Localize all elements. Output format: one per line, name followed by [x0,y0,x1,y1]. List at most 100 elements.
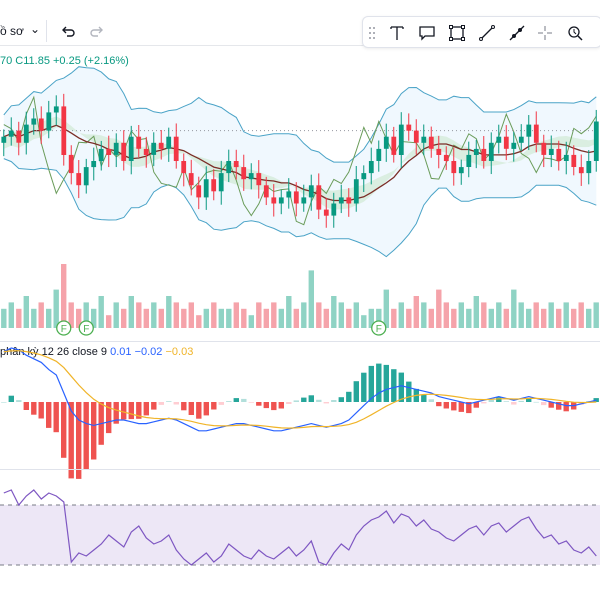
pane-divider[interactable] [0,341,600,342]
pane-divider[interactable] [0,469,600,470]
candle-body [308,185,314,198]
volume-bar [233,302,239,328]
volume-bar [196,315,202,328]
macd-histogram-bar [91,402,97,460]
rsi-line [3,489,597,566]
volume-bar [16,308,22,328]
candle-body [113,142,119,155]
price-pane [0,66,600,258]
volume-bar [53,289,59,328]
macd-histogram-bar [16,400,22,402]
volume-bar [361,315,367,328]
candle-body [158,142,164,149]
macd-histogram-bar [23,402,29,410]
macd-histogram-bar [353,381,359,402]
drag-handle[interactable] [365,21,379,45]
macd-histogram-bar [398,372,404,402]
chevron-down-icon[interactable]: ⌄ [30,22,41,36]
candle-body [8,130,14,137]
candle-body [383,136,389,149]
volume-bar [248,315,254,328]
ray-tool-button[interactable] [505,21,529,45]
macd-histogram-bar [473,402,479,408]
volume-bar [263,308,269,328]
candle-body [331,203,337,216]
candle-body [316,185,322,210]
volume-bar [331,296,337,328]
undo-button[interactable] [57,20,79,42]
volume-bar [166,296,172,328]
candle-body [548,148,554,155]
macd-histogram-bar [256,402,262,406]
moving-average-line [3,124,597,202]
rectangle-tool-button[interactable] [445,21,469,45]
crosshair-tool-button[interactable] [533,21,557,45]
bollinger-upper-line [3,66,597,163]
volume-bar [556,308,562,328]
candle-body [488,142,494,161]
macd-histogram-bar [421,394,427,402]
macd-histogram-bar [338,397,344,402]
candle-body [518,136,524,143]
macd-histogram-bar [188,402,194,415]
redo-button[interactable] [86,20,108,42]
rsi-band [0,505,600,565]
candle-body [106,148,112,155]
text-tool-icon [390,26,404,40]
volume-bar [548,302,554,328]
macd-histogram-bar [1,402,7,403]
volume-bar [136,302,142,328]
candle-body [233,161,239,168]
dividend-badge-label: F [83,324,89,335]
macd-histogram-bar [173,402,179,405]
macd-histogram-bar [406,381,412,402]
volume-bar [128,296,134,328]
top-toolbar: ồ sơ ⌄ [0,0,600,48]
dividend-badge-label: F [61,324,67,335]
candle-body [473,148,479,155]
volume-bar [23,296,29,328]
macd-histogram-bar [211,402,217,410]
candle-body [278,197,284,204]
macd-histogram-bar [428,399,434,402]
volume-bar [518,302,524,328]
candle-body [46,112,52,131]
volume-bar [436,289,442,328]
macd-histogram-bar [361,372,367,402]
callout-tool-button[interactable] [415,21,439,45]
dividend-badge[interactable]: F [371,320,387,336]
macd-histogram-bar [481,402,487,404]
candle-body [481,148,487,161]
candle-body [533,124,539,143]
macd-signal-value: −0.02 [134,346,163,358]
candle-body [68,154,74,174]
macd-histogram-bar [121,402,127,420]
layout-name-label[interactable]: ồ sơ [0,24,24,38]
candle-body [421,136,427,143]
macd-histogram-bar [31,402,37,415]
candle-body [578,167,584,174]
volume-bar [451,308,457,328]
candle-body [166,136,172,149]
macd-histogram-bar [61,402,67,458]
trend-line-tool-button[interactable] [475,21,499,45]
dividend-badge[interactable]: F [78,320,94,336]
volume-bar [256,302,262,328]
volume-bar [383,289,389,328]
macd-histogram-bar [376,363,382,402]
macd-histogram-bar [346,391,352,402]
candle-body [571,154,577,167]
text-tool-button[interactable] [385,21,409,45]
volume-bar [488,308,494,328]
macd-histogram-bar [76,402,82,479]
candle-body [293,191,299,204]
measure-tool-button[interactable] [563,21,587,45]
bollinger-lower-line [3,158,597,258]
candle-body [61,106,67,155]
toolbar-divider [46,20,47,42]
dividend-badge[interactable]: F [56,320,72,336]
candle-body [368,161,374,174]
volume-bar [46,308,52,328]
macd-histogram-bar [443,402,449,409]
